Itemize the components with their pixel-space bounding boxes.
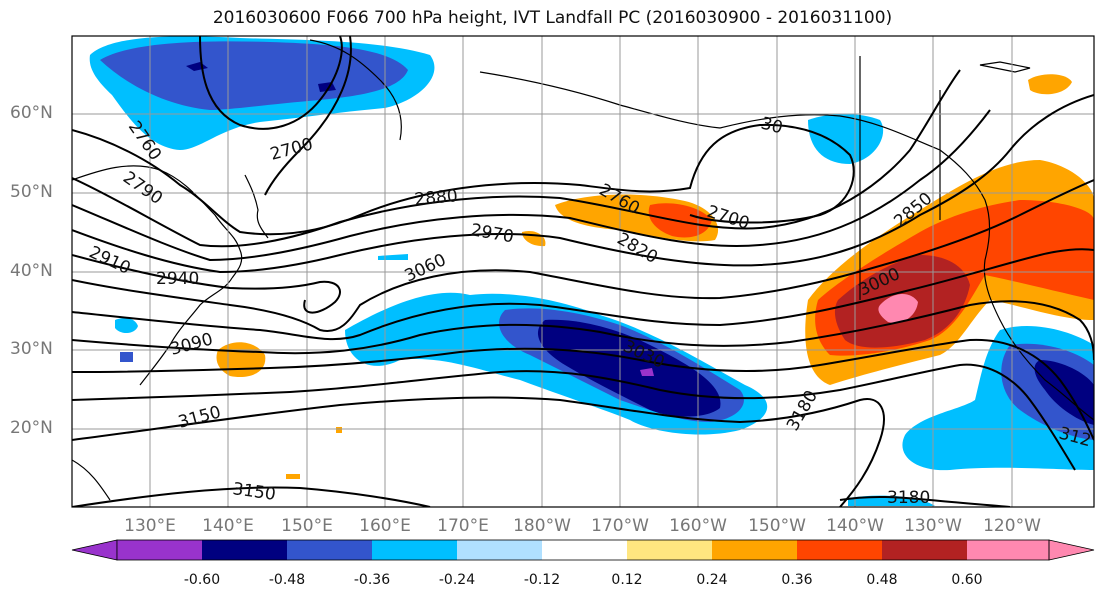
colorbar-segment [627, 540, 712, 560]
lon-label-150e: 150°E [281, 516, 333, 536]
lon-label-170e: 170°E [437, 516, 489, 536]
lat-label-40n: 40°N [10, 261, 53, 281]
colorbar-tick-label: -0.36 [353, 572, 391, 588]
colorbar-segment [117, 540, 202, 560]
lat-label-50n: 50°N [10, 182, 53, 202]
colorbar-tick-label: -0.60 [183, 572, 221, 588]
lon-label-120w: 120°W [983, 516, 1041, 536]
colorbar-segment [542, 540, 627, 560]
map-frame [71, 35, 1095, 508]
lat-label-30n: 30°N [10, 339, 53, 359]
lon-label-140e: 140°E [202, 516, 254, 536]
colorbar-segment [882, 540, 967, 560]
contour-label: 2880 [414, 186, 459, 210]
lat-label-60n: 60°N [10, 103, 53, 123]
colorbar-segment [202, 540, 287, 560]
map-panel: 2760 2700 2790 2910 2940 3090 3150 3150 … [72, 36, 1094, 508]
colorbar-segment [372, 540, 457, 560]
lon-label-130w: 130°W [904, 516, 962, 536]
colorbar-segment [712, 540, 797, 560]
colorbar-tick-label: -0.48 [268, 572, 306, 588]
lon-label-160w: 160°W [669, 516, 727, 536]
lon-label-140w: 140°W [826, 516, 884, 536]
colorbar-tick-label: 0.60 [951, 572, 983, 588]
lon-label-150w: 150°W [748, 516, 806, 536]
colorbar [71, 539, 1095, 561]
colorbar-extend-high [1048, 539, 1095, 561]
colorbar-segment [797, 540, 882, 560]
colorbar-tick-label: -0.24 [438, 572, 476, 588]
lon-label-180w: 180°W [513, 516, 571, 536]
colorbar-segment [287, 540, 372, 560]
colorbar-tick-label: -0.12 [523, 572, 561, 588]
height-contours [72, 36, 1094, 507]
colorbar-segment [457, 540, 542, 560]
lat-label-20n: 20°N [10, 418, 53, 438]
colorbar-tick-label: 0.12 [611, 572, 643, 588]
lon-label-130e: 130°E [124, 516, 176, 536]
colorbar-tick-label: 0.36 [781, 572, 813, 588]
colorbar-segment [967, 540, 1049, 560]
map-title: 2016030600 F066 700 hPa height, IVT Land… [212, 8, 893, 28]
coastlines [72, 39, 1094, 501]
contour-label: 3180 [887, 488, 930, 508]
contour-label: 2940 [156, 269, 199, 289]
colorbar-tick-label: 0.48 [866, 572, 898, 588]
colorbar-extend-low [71, 539, 118, 561]
lon-label-160e: 160°E [359, 516, 411, 536]
lon-label-170w: 170°W [591, 516, 649, 536]
colorbar-tick-label: 0.24 [696, 572, 728, 588]
